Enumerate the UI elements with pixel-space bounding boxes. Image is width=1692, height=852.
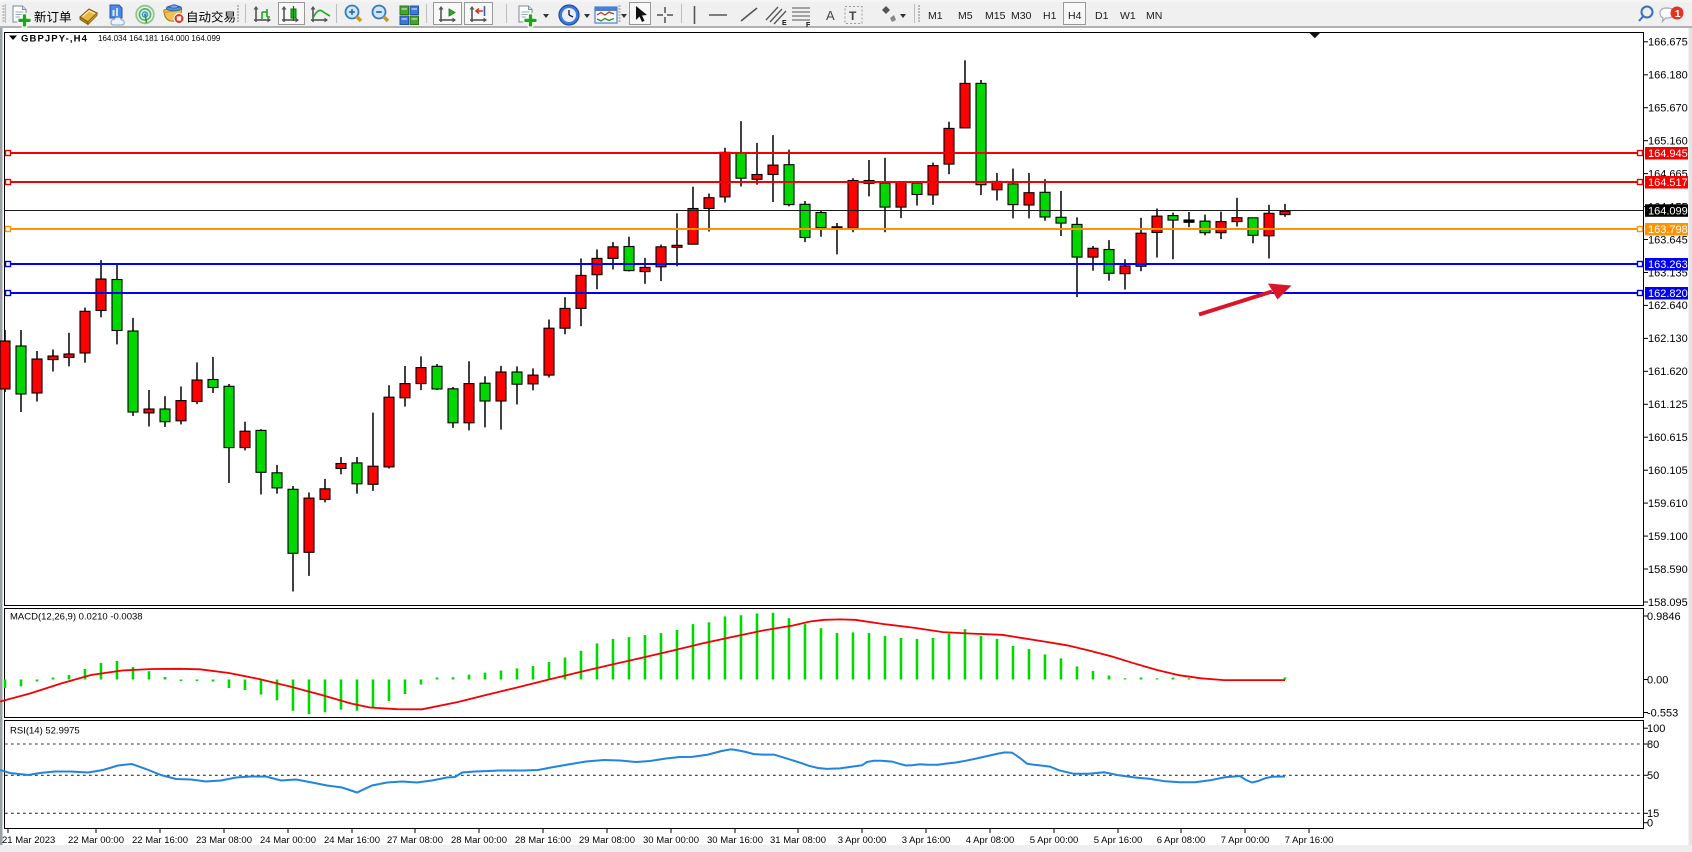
svg-text:7 Apr 00:00: 7 Apr 00:00: [1221, 835, 1270, 846]
svg-text:M1: M1: [928, 10, 943, 22]
svg-text:159.610: 159.610: [1648, 498, 1688, 510]
svg-text:F: F: [806, 22, 811, 29]
svg-text:E: E: [782, 20, 787, 27]
svg-text:3 Apr 00:00: 3 Apr 00:00: [838, 835, 887, 846]
svg-text:5 Apr 16:00: 5 Apr 16:00: [1094, 835, 1143, 846]
svg-text:161.125: 161.125: [1648, 399, 1688, 411]
svg-text:6 Apr 08:00: 6 Apr 08:00: [1157, 835, 1206, 846]
svg-text:T: T: [849, 9, 857, 23]
svg-text:M30: M30: [1011, 10, 1032, 22]
svg-text:29 Mar 08:00: 29 Mar 08:00: [579, 835, 635, 846]
svg-text:MACD(12,26,9) 0.0210 -0.0038: MACD(12,26,9) 0.0210 -0.0038: [10, 612, 143, 623]
svg-text:160.105: 160.105: [1648, 465, 1688, 477]
svg-text:28 Mar 16:00: 28 Mar 16:00: [515, 835, 571, 846]
svg-text:163.798: 163.798: [1648, 224, 1688, 236]
svg-text:164.945: 164.945: [1648, 148, 1688, 160]
svg-text:31 Mar 08:00: 31 Mar 08:00: [770, 835, 826, 846]
svg-text:H4: H4: [1068, 10, 1082, 22]
svg-text:0.9846: 0.9846: [1647, 611, 1681, 623]
svg-text:164.034 164.181 164.000 164.09: 164.034 164.181 164.000 164.099: [98, 34, 221, 43]
svg-text:M5: M5: [958, 10, 973, 22]
svg-text:161.620: 161.620: [1648, 366, 1688, 378]
svg-text:30 Mar 16:00: 30 Mar 16:00: [707, 835, 763, 846]
svg-text:158.590: 158.590: [1648, 564, 1688, 576]
svg-text:30 Mar 00:00: 30 Mar 00:00: [643, 835, 699, 846]
svg-text:22 Mar 16:00: 22 Mar 16:00: [132, 835, 188, 846]
svg-text:24 Mar 16:00: 24 Mar 16:00: [324, 835, 380, 846]
svg-text:15: 15: [1647, 808, 1659, 820]
svg-text:4 Apr 08:00: 4 Apr 08:00: [966, 835, 1015, 846]
svg-text:7 Apr 16:00: 7 Apr 16:00: [1285, 835, 1334, 846]
svg-text:50: 50: [1647, 770, 1659, 782]
svg-text:162.640: 162.640: [1648, 300, 1688, 312]
svg-text:165.670: 165.670: [1648, 103, 1688, 115]
svg-text:80: 80: [1647, 739, 1659, 751]
svg-text:162.820: 162.820: [1648, 288, 1688, 300]
svg-text:22 Mar 00:00: 22 Mar 00:00: [68, 835, 124, 846]
svg-text:160.615: 160.615: [1648, 432, 1688, 444]
svg-text:M15: M15: [985, 10, 1006, 22]
svg-text:1: 1: [1675, 8, 1681, 20]
svg-text:23 Mar 08:00: 23 Mar 08:00: [196, 835, 252, 846]
svg-text:H1: H1: [1043, 10, 1057, 22]
svg-text:162.130: 162.130: [1648, 333, 1688, 345]
svg-text:21 Mar 2023: 21 Mar 2023: [2, 835, 55, 846]
svg-text:163.263: 163.263: [1648, 259, 1688, 271]
svg-text:GBPJPY-,H4: GBPJPY-,H4: [21, 34, 88, 45]
svg-text:28 Mar 00:00: 28 Mar 00:00: [451, 835, 507, 846]
svg-text:164.517: 164.517: [1648, 177, 1688, 189]
svg-text:-0.553: -0.553: [1647, 707, 1678, 719]
svg-text:159.100: 159.100: [1648, 531, 1688, 543]
svg-text:0.00: 0.00: [1647, 674, 1668, 686]
svg-text:166.675: 166.675: [1648, 37, 1688, 49]
svg-text:165.160: 165.160: [1648, 136, 1688, 148]
svg-text:163.645: 163.645: [1648, 234, 1688, 246]
svg-text:MN: MN: [1146, 10, 1162, 22]
svg-text:0: 0: [1647, 818, 1653, 830]
svg-text:164.099: 164.099: [1648, 206, 1688, 218]
svg-text:100: 100: [1647, 723, 1665, 735]
svg-text:D1: D1: [1095, 10, 1109, 22]
svg-text:RSI(14) 52.9975: RSI(14) 52.9975: [10, 726, 80, 737]
svg-text:166.180: 166.180: [1648, 70, 1688, 82]
svg-text:27 Mar 08:00: 27 Mar 08:00: [387, 835, 443, 846]
svg-text:3 Apr 16:00: 3 Apr 16:00: [902, 835, 951, 846]
svg-text:158.095: 158.095: [1648, 597, 1688, 609]
svg-text:A: A: [826, 8, 835, 23]
svg-text:5 Apr 00:00: 5 Apr 00:00: [1030, 835, 1079, 846]
svg-text:W1: W1: [1120, 10, 1136, 22]
svg-text:24 Mar 00:00: 24 Mar 00:00: [260, 835, 316, 846]
